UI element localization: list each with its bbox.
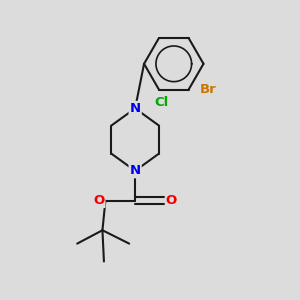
Text: Br: Br xyxy=(200,83,216,96)
Text: O: O xyxy=(166,194,177,207)
Text: Cl: Cl xyxy=(155,95,169,109)
Text: O: O xyxy=(93,194,104,207)
Text: N: N xyxy=(130,102,141,115)
Text: N: N xyxy=(130,164,141,177)
